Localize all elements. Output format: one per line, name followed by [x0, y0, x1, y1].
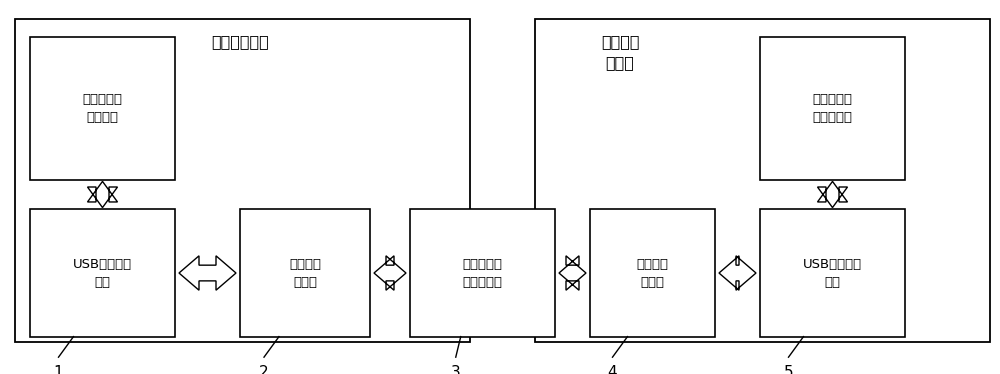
- Polygon shape: [559, 256, 586, 290]
- Text: 安全位置
测量端: 安全位置 测量端: [601, 34, 639, 70]
- Bar: [760, 37, 905, 180]
- Text: USB通讯接口
模块: USB通讯接口 模块: [73, 258, 132, 288]
- Bar: [15, 19, 470, 342]
- Text: 测量系统高
压当地端: 测量系统高 压当地端: [82, 93, 122, 124]
- Polygon shape: [818, 181, 848, 208]
- Text: 特高压当地端: 特高压当地端: [211, 34, 269, 49]
- Bar: [240, 209, 370, 337]
- Bar: [535, 19, 990, 342]
- Text: 1: 1: [54, 365, 63, 374]
- Polygon shape: [179, 256, 236, 290]
- Text: USB通讯接口
模块: USB通讯接口 模块: [803, 258, 862, 288]
- Text: 2: 2: [259, 365, 269, 374]
- Bar: [30, 37, 175, 180]
- Text: 室外光纤及
光纤绝缘子: 室外光纤及 光纤绝缘子: [462, 258, 503, 288]
- Text: 光端机收
发模块: 光端机收 发模块: [637, 258, 668, 288]
- Text: 4: 4: [608, 365, 617, 374]
- Bar: [760, 209, 905, 337]
- Polygon shape: [374, 256, 406, 290]
- Polygon shape: [88, 181, 118, 208]
- Bar: [410, 209, 555, 337]
- Bar: [30, 209, 175, 337]
- Text: 安全位置测
量端上位机: 安全位置测 量端上位机: [812, 93, 852, 124]
- Text: 3: 3: [451, 365, 461, 374]
- Text: 光端机收
发模块: 光端机收 发模块: [289, 258, 321, 288]
- Text: 5: 5: [784, 365, 793, 374]
- Polygon shape: [719, 256, 756, 290]
- Bar: [590, 209, 715, 337]
